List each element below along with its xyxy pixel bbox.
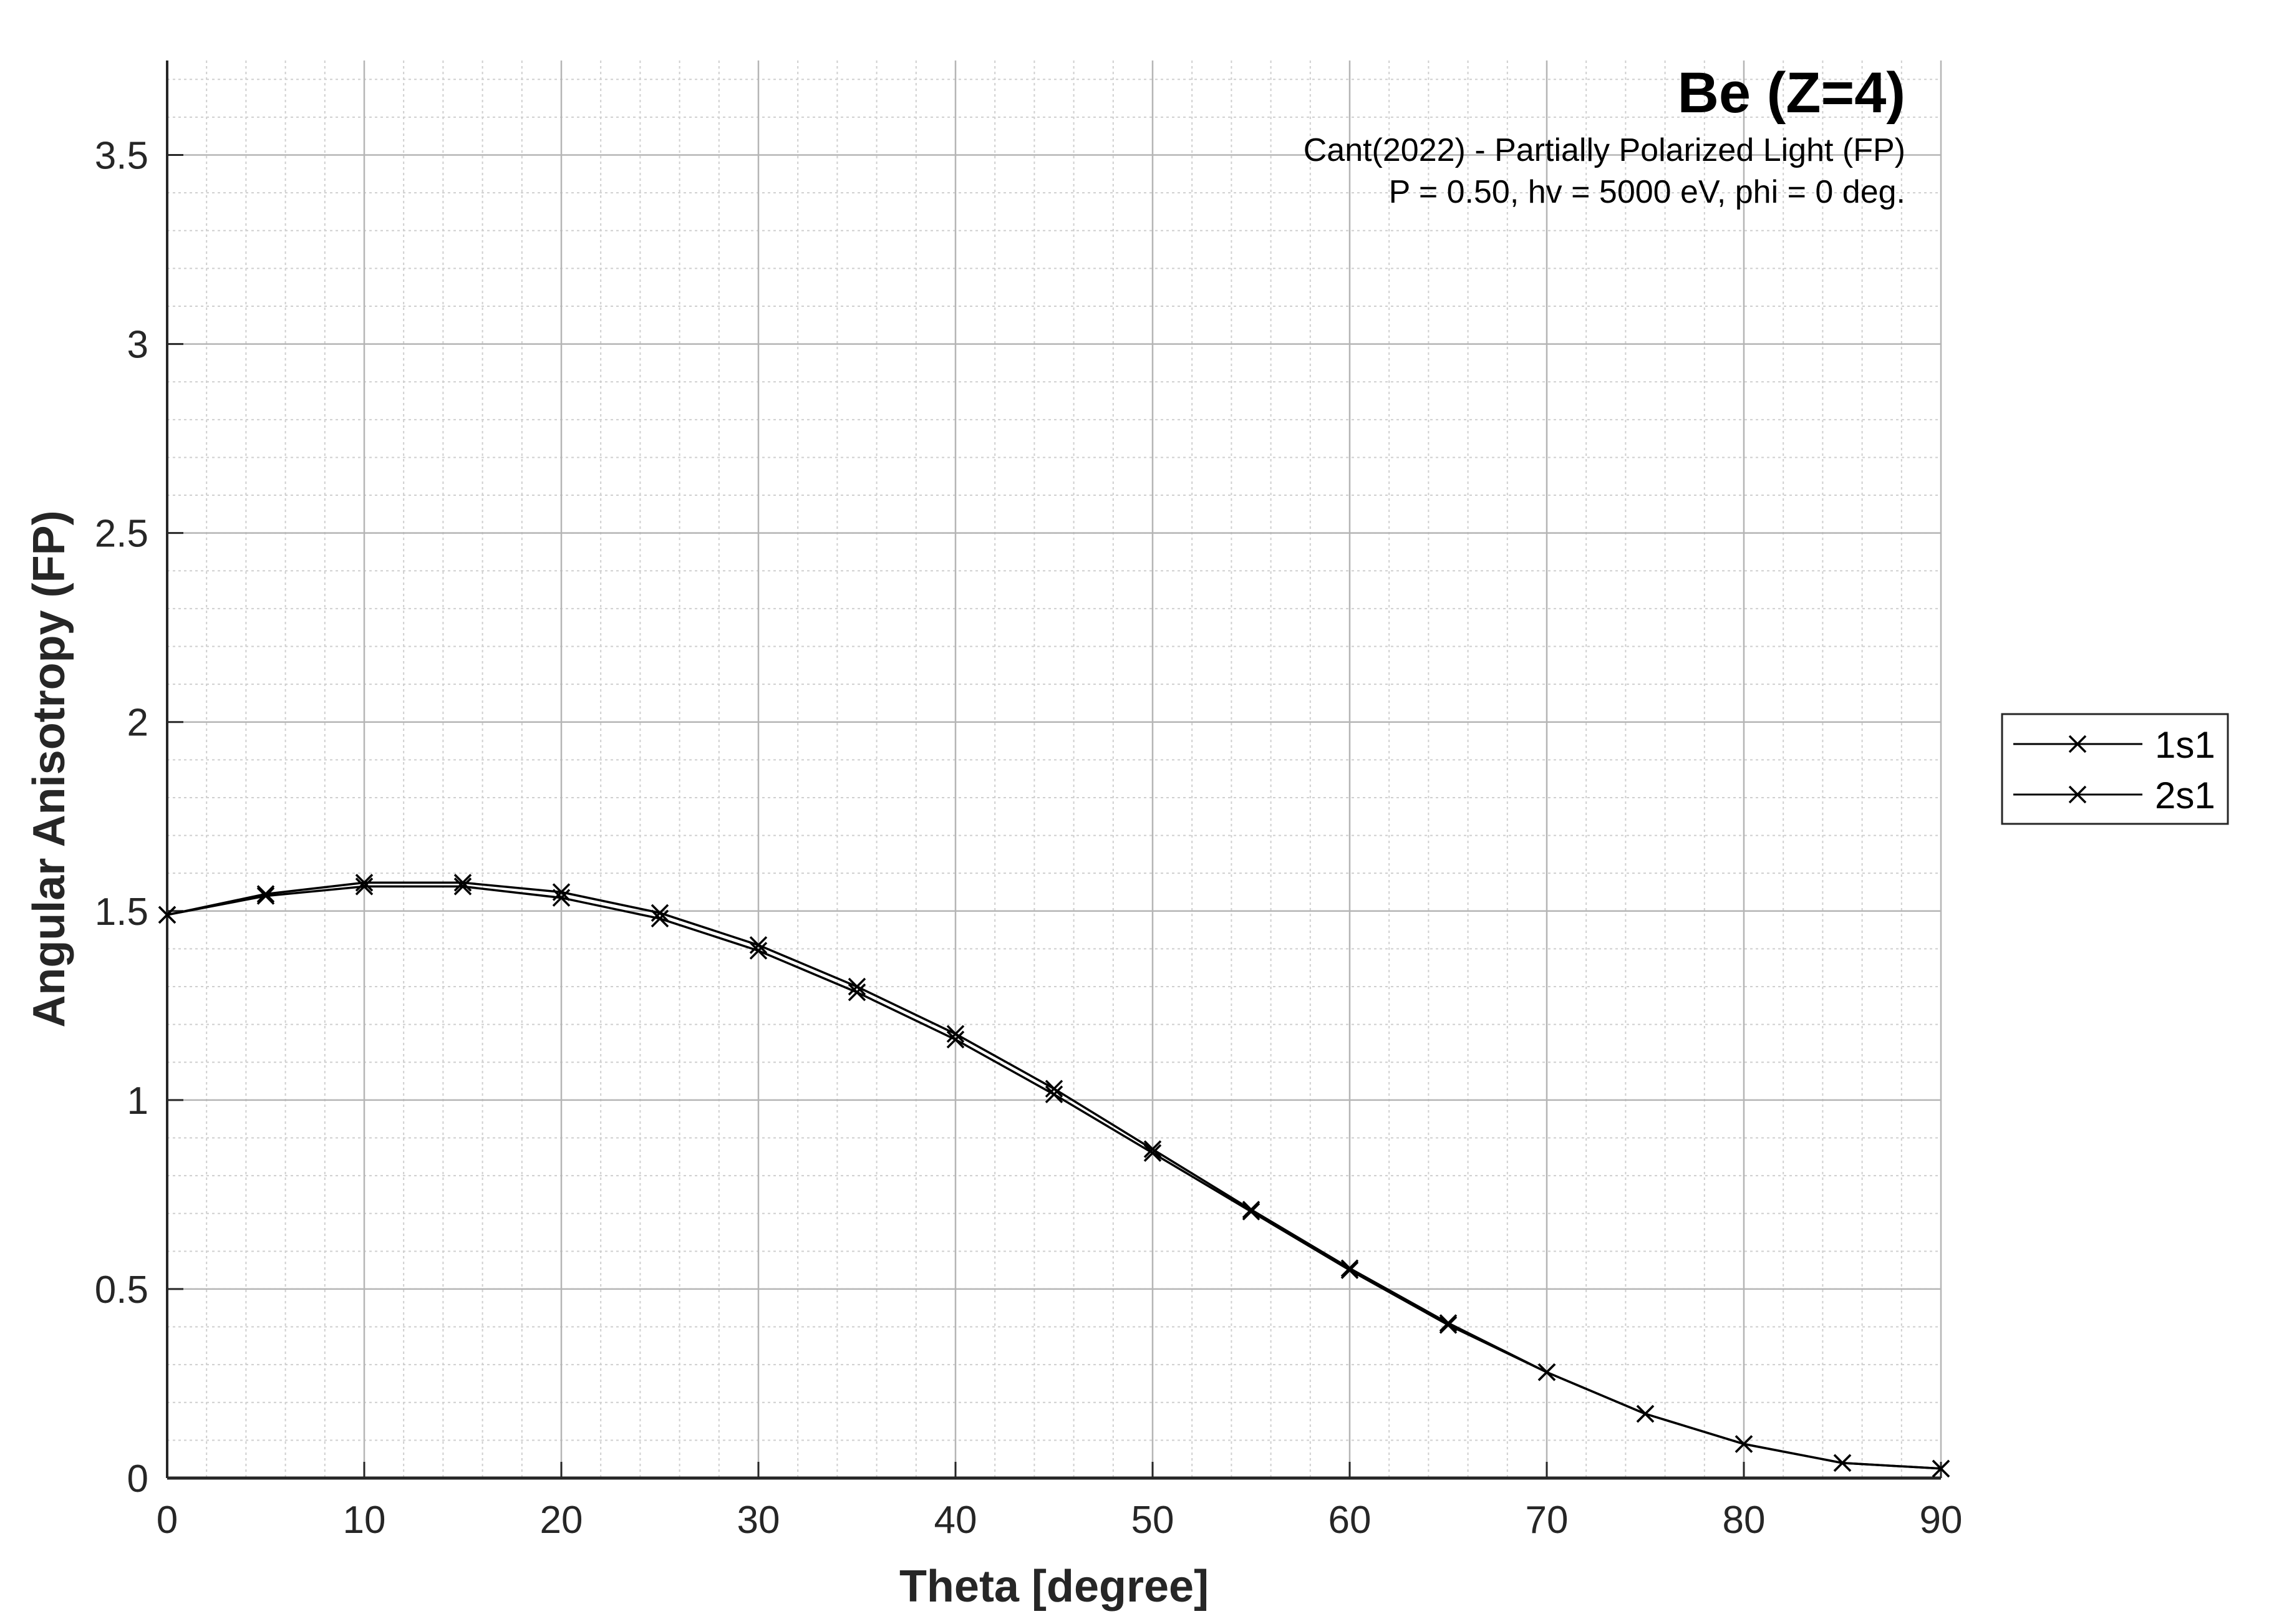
data-point-1s1 [946,1025,965,1043]
data-point-2s1 [1340,1261,1359,1279]
data-point-1s1 [1045,1080,1063,1098]
x-tick-label: 70 [1526,1499,1569,1542]
y-ticks: 0 0.5 1 1.5 2 2.5 3 3.5 [95,135,183,1501]
y-tick-label: 0.5 [95,1269,148,1312]
data-point-2s1 [1636,1404,1655,1423]
data-point-2s1 [355,877,374,896]
data-point-2s1 [552,889,571,907]
x-tick-label: 80 [1723,1499,1766,1542]
legend-label-1s1: 1s1 [2155,724,2215,766]
y-axis-title: Angular Anisotropy (FP) [24,510,74,1027]
chart-subtitle-line-1: Cant(2022) - Partially Polarized Light (… [1304,132,1905,168]
legend-box [2001,713,2229,825]
y-tick-label: 3.5 [95,135,148,178]
data-point-2s1 [256,887,275,905]
x-tick-label: 30 [737,1499,780,1542]
x-tick-label: 90 [1920,1499,1963,1542]
data-point-2s1 [1242,1202,1260,1220]
data-point-1s1 [1143,1140,1162,1158]
x-tick-label: 20 [540,1499,583,1542]
x-tick-label: 40 [934,1499,977,1542]
y-tick-label: 0 [127,1457,148,1501]
chart-subtitle-line-2: P = 0.50, hv = 5000 eV, phi = 0 deg. [1389,174,1905,210]
data-point-2s1 [1439,1316,1458,1334]
data-point-1s1 [848,977,866,996]
data-point-2s1 [453,877,472,896]
data-point-2s1 [1045,1085,1063,1104]
legend-item-2s1: 2s1 [2013,775,2215,816]
y-tick-label: 1.5 [95,891,148,934]
data-point-2s1 [1537,1363,1556,1381]
x-tick-label: 0 [157,1499,178,1542]
data-point-1s1 [749,936,768,954]
data-point-2s1 [1143,1144,1162,1162]
data-point-2s1 [848,983,866,1002]
y-tick-label: 2.5 [95,513,148,556]
data-point-2s1 [1932,1459,1950,1478]
chart-title: Be (Z=4) [1677,61,1905,125]
data-point-2s1 [1833,1454,1852,1472]
legend-item-1s1: 1s1 [2013,724,2215,766]
y-tick-label: 1 [127,1080,148,1123]
x-axis-title: Theta [degree] [899,1562,1209,1612]
x-tick-label: 50 [1131,1499,1174,1542]
y-tick-label: 2 [127,702,148,745]
x-ticks: 0 10 20 30 40 50 60 70 80 90 [157,1462,1963,1542]
data-point-2s1 [1735,1435,1753,1453]
data-point-2s1 [158,906,177,924]
legend-marker-1s1 [2068,735,2087,753]
data-point-1s1 [256,885,275,903]
y-tick-label: 3 [127,324,148,367]
axes [166,60,1941,1480]
legend-marker-2s1 [2068,785,2087,804]
data-point-1s1 [355,874,374,892]
data-point-2s1 [946,1030,965,1049]
legend-label-2s1: 2s1 [2155,775,2215,816]
x-tick-label: 60 [1328,1499,1372,1542]
legend: 1s1 2s1 [2001,713,2229,825]
data-point-2s1 [749,942,768,960]
series-layer [158,874,1950,1478]
x-tick-label: 10 [343,1499,386,1542]
series-markers-2s1 [158,877,1950,1478]
data-point-2s1 [651,909,669,928]
